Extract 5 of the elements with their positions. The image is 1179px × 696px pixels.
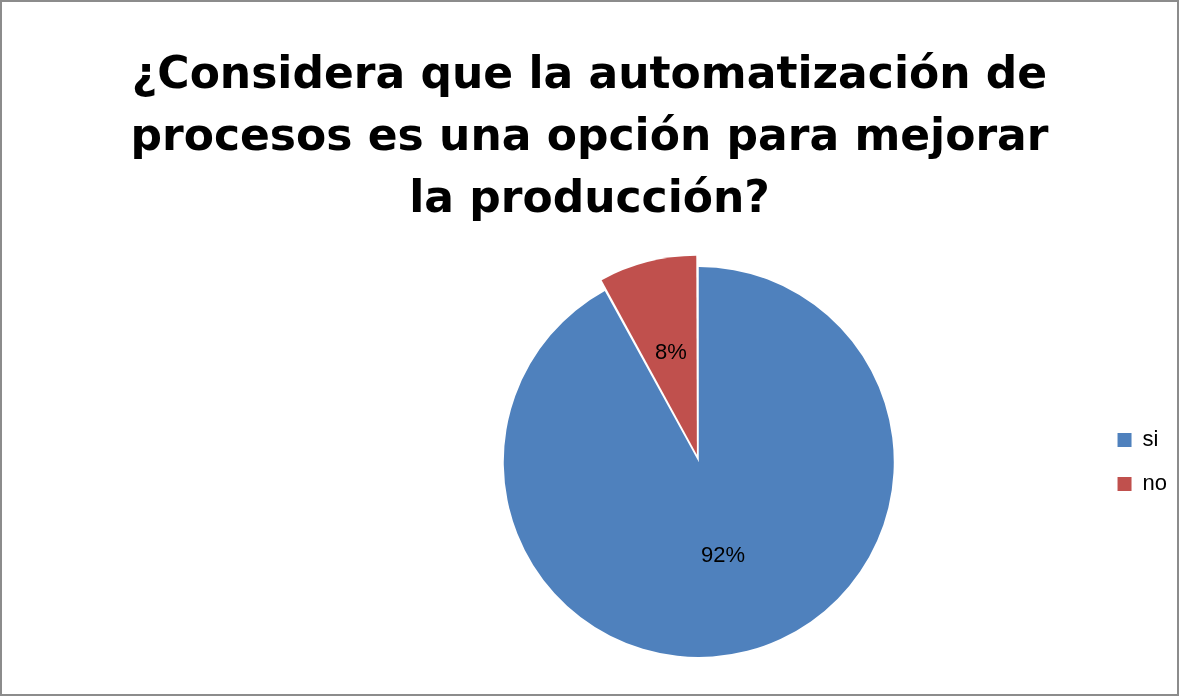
data-label: 8% bbox=[654, 339, 687, 365]
data-label: 92% bbox=[700, 542, 746, 568]
chart-title: ¿Considera que la automatización de procesos es una opción para mejorar la producción? bbox=[129, 46, 1050, 224]
legend-label: si bbox=[1142, 426, 1159, 452]
legend-label: no bbox=[1142, 470, 1168, 496]
